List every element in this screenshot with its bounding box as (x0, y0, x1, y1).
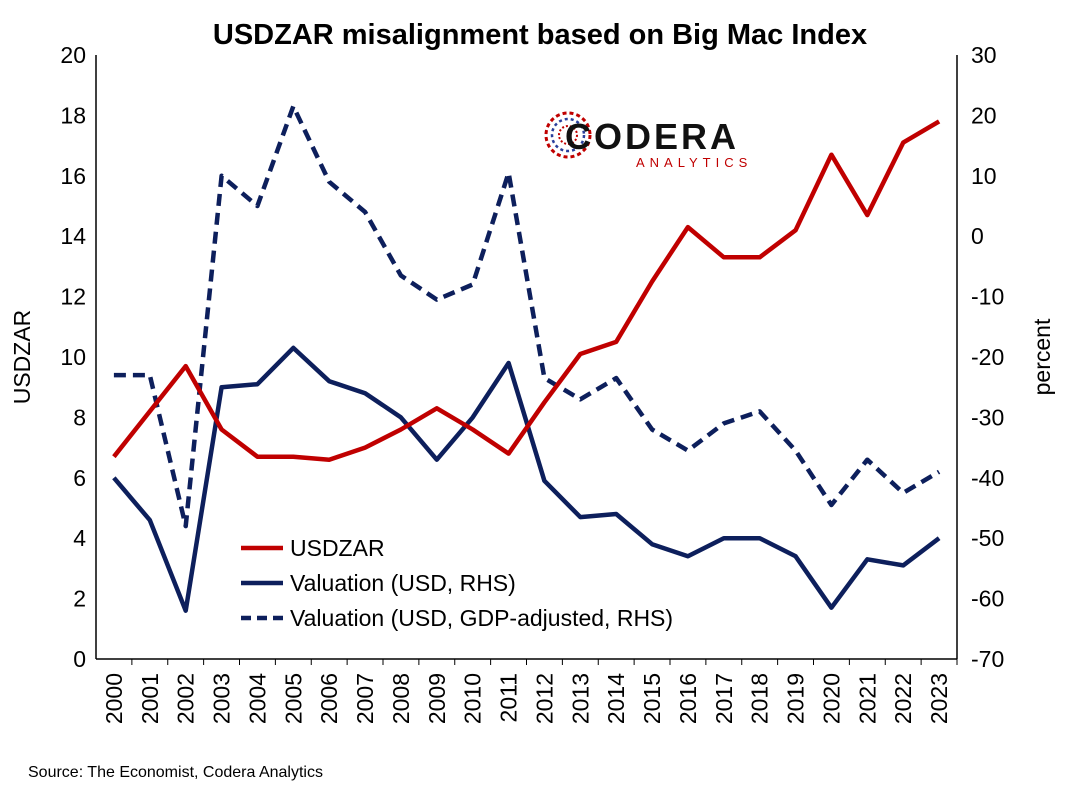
y-tick-label-left: 16 (60, 163, 86, 189)
x-tick-label: 2008 (388, 673, 414, 724)
x-tick-label: 2007 (352, 673, 378, 724)
y-tick-label-right: -30 (971, 404, 1004, 430)
axes: 0 2 4 6 8 10 12 14 16 18 20 -70 -60 -50 -40 -30 -20 -10 0 1… (60, 42, 1004, 724)
source-note: Source: The Economist, Codera Analytics (28, 764, 323, 781)
x-tick-label: 2023 (926, 673, 952, 724)
y-tick-label-left: 0 (73, 646, 86, 672)
y-axis-label-left: USDZAR (9, 310, 35, 405)
y-tick-label-left: 10 (60, 344, 86, 370)
x-tick-label: 2005 (280, 673, 306, 724)
y-tick-label-left: 8 (73, 404, 86, 430)
x-tick-label: 2010 (460, 673, 486, 724)
series-line-1 (112, 345, 941, 613)
legend: USDZAR Valuation (USD, RHS) Valuation (USD… (241, 535, 673, 631)
x-tick-label: 2014 (603, 673, 629, 724)
x-tick-label: 2020 (818, 673, 844, 724)
x-tick-label: 2022 (890, 673, 916, 724)
y-tick-label-right: -10 (971, 284, 1004, 310)
y-tick-label-left: 6 (73, 465, 86, 491)
x-tick-label: 2021 (854, 673, 880, 724)
y-tick-label-right: -40 (971, 465, 1004, 491)
x-tick-label: 2002 (173, 673, 199, 724)
y-axis-label-right: percent (1029, 318, 1055, 395)
legend-label-0: USDZAR (290, 535, 385, 561)
x-tick-label: 2019 (783, 673, 809, 724)
y-tick-label-right: -60 (971, 586, 1004, 612)
y-tick-label-right: 0 (971, 223, 984, 249)
logo-mark-icon (544, 111, 592, 159)
legend-label-1: Valuation (USD, RHS) (290, 570, 516, 596)
x-tick-label: 2017 (711, 673, 737, 724)
x-tick-label: 2013 (567, 673, 593, 724)
x-tick-label: 2011 (496, 673, 522, 722)
x-tick-label: 2012 (531, 673, 557, 724)
codera-logo: CODERA ANALYTICS (544, 111, 752, 170)
y-tick-label-left: 4 (73, 525, 86, 551)
x-tick-label: 2006 (316, 673, 342, 724)
x-tick-label: 2001 (137, 673, 163, 724)
y-tick-label-right: -50 (971, 525, 1004, 551)
x-tick-label: 2015 (639, 673, 665, 724)
chart-title: USDZAR misalignment based on Big Mac Ind… (213, 19, 867, 51)
series-line-2 (113, 104, 941, 529)
legend-label-2: Valuation (USD, GDP-adjusted, RHS) (290, 605, 673, 631)
x-tick-label: 2004 (244, 673, 270, 724)
y-tick-label-left: 2 (73, 586, 86, 612)
x-tick-label: 2009 (424, 673, 450, 724)
y-tick-label-right: -20 (971, 344, 1004, 370)
y-tick-label-right: 30 (971, 42, 997, 68)
y-tick-label-right: 10 (971, 163, 997, 189)
y-tick-label-left: 12 (60, 284, 86, 310)
x-tick-label: 2003 (209, 673, 235, 724)
logo-tagline: ANALYTICS (636, 155, 752, 170)
series-layer (112, 104, 941, 613)
series-line-0 (112, 119, 941, 462)
y-tick-label-left: 18 (60, 102, 86, 128)
x-tick-label: 2018 (747, 673, 773, 724)
y-tick-label-right: -70 (971, 646, 1004, 672)
y-tick-label-left: 20 (60, 42, 86, 68)
logo-name: CODERA (565, 116, 739, 157)
x-tick-label: 2000 (101, 673, 127, 724)
y-tick-label-right: 20 (971, 102, 997, 128)
y-tick-label-left: 14 (60, 223, 86, 249)
x-tick-label: 2016 (675, 673, 701, 724)
